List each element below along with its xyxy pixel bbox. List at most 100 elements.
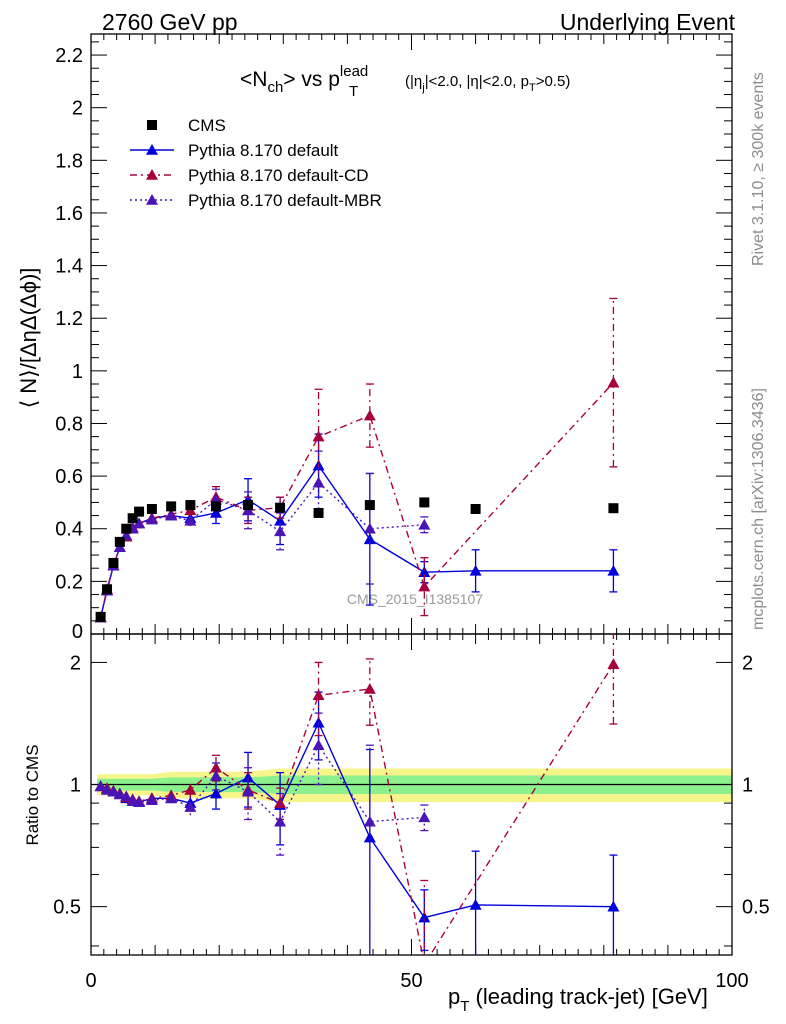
data-point-cd xyxy=(607,376,620,388)
ratio-point-default xyxy=(469,898,482,910)
data-point-cd xyxy=(418,580,431,592)
y-tick-label: 2.2 xyxy=(55,45,83,67)
ratio-panel-series xyxy=(94,634,620,955)
y-tick-label: 0.2 xyxy=(55,571,83,593)
cms-data-point xyxy=(364,500,375,511)
ratio-band xyxy=(91,768,732,803)
ratio-point-default xyxy=(312,716,325,728)
legend-marker-default xyxy=(146,144,158,155)
ratio-point-default xyxy=(209,787,222,799)
cms-data-point xyxy=(127,513,138,524)
main-panel-series xyxy=(94,297,620,623)
ratio-point-default xyxy=(418,911,431,923)
cms-data-point xyxy=(210,501,221,512)
legend-label: CMS xyxy=(188,116,226,135)
y-tick-label: 1.4 xyxy=(55,256,83,278)
ratio-point-cd xyxy=(184,783,197,795)
y-tick-label: 1.2 xyxy=(55,308,83,330)
data-point-mbr xyxy=(145,513,158,525)
ratio-point-mbr xyxy=(133,796,146,807)
cms-data-point xyxy=(470,504,481,514)
ratio-y-axis-label: Ratio to CMS xyxy=(23,744,42,845)
legend: CMS Pythia 8.170 default Pythia 8.170 defa… xyxy=(130,116,382,210)
cms-data-point xyxy=(313,507,324,518)
rivet-label: Rivet 3.1.10, ≥ 300k events xyxy=(750,72,767,266)
cms-data-point xyxy=(134,506,145,517)
ratio-point-mbr xyxy=(120,790,133,802)
ratio-point-mbr xyxy=(107,785,120,797)
y-tick-label: 1.6 xyxy=(55,203,83,225)
x-axis-label: pT (leading track-jet) [GeV] xyxy=(448,984,708,1015)
data-point-mbr xyxy=(312,476,325,488)
y-tick-label: 1 xyxy=(72,361,83,383)
legend-marker-cms xyxy=(147,120,157,130)
data-point-cd xyxy=(312,430,325,442)
ratio-line-cd xyxy=(100,663,615,955)
ratio-point-mbr xyxy=(242,785,255,797)
ratio-point-mbr xyxy=(94,780,107,792)
ratio-point-cd xyxy=(209,761,222,773)
ratio-tick-label-right: 1 xyxy=(742,775,753,797)
series-line-cd xyxy=(99,382,614,618)
legend-label: Pythia 8.170 default xyxy=(188,141,339,160)
cms-data-point xyxy=(102,584,113,595)
ratio-point-mbr xyxy=(274,815,287,827)
ratio-point-mbr xyxy=(312,739,325,751)
ticks: 0 50 100 0 0.2 0.4 0.6 0.8 1 1.2 1.4 1.6 1.8 2 2.2 0.5 0… xyxy=(53,34,770,992)
cms-data-point xyxy=(95,611,106,622)
data-point-mbr xyxy=(184,514,197,526)
ratio-point-mbr xyxy=(184,801,197,812)
ratio-point-default xyxy=(607,900,620,912)
cms-data-point xyxy=(419,497,430,508)
ratio-tick-label-right: 0.5 xyxy=(742,897,770,919)
cms-data-point xyxy=(243,500,254,511)
mcplots-label: mcplots.cern.ch [arXiv:1306.3436] xyxy=(750,388,767,630)
legend-marker-mbr xyxy=(146,194,158,205)
data-point-mbr xyxy=(133,517,146,529)
y-tick-label: 0.4 xyxy=(55,519,83,541)
ratio-tick-label-left: 0.5 xyxy=(53,897,81,919)
legend-label: Pythia 8.170 default-MBR xyxy=(188,191,382,210)
data-point-mbr xyxy=(418,518,431,530)
ratio-tick-label-right: 2 xyxy=(742,652,753,674)
cms-data-point xyxy=(114,536,125,547)
data-point-mbr xyxy=(274,525,287,537)
y-tick-label: 2 xyxy=(72,98,83,120)
data-point-default xyxy=(607,564,620,576)
chart-title-p-sub: T xyxy=(349,83,358,100)
ratio-point-cd xyxy=(312,689,325,701)
data-point-mbr xyxy=(363,522,376,534)
cms-data-point xyxy=(275,502,286,513)
ratio-point-mbr xyxy=(209,769,222,781)
legend-marker-cd xyxy=(146,169,158,180)
watermark: CMS_2015_I1385107 xyxy=(347,591,483,607)
ratio-line-default xyxy=(100,721,614,919)
cms-data-point xyxy=(185,500,196,511)
x-tick-label: 0 xyxy=(85,970,96,992)
cms-data-point xyxy=(146,504,157,514)
y-tick-label: 1.8 xyxy=(55,150,83,172)
ratio-point-mbr xyxy=(145,794,158,805)
y-tick-label: 0 xyxy=(72,621,83,643)
ratio-point-cd xyxy=(274,797,287,808)
ratio-point-mbr xyxy=(418,811,431,823)
ratio-point-default xyxy=(242,771,255,783)
y-tick-label: 0.8 xyxy=(55,413,83,435)
data-point-default xyxy=(418,566,431,577)
chart-title: <Nch> vs plead xyxy=(240,63,368,96)
x-tick-label: 50 xyxy=(400,970,422,992)
ratio-point-mbr xyxy=(363,815,376,827)
y-tick-label: 0.6 xyxy=(55,466,83,488)
legend-label: Pythia 8.170 default-CD xyxy=(188,166,369,185)
ratio-point-default xyxy=(363,831,376,843)
series-layer xyxy=(94,297,620,955)
ratio-point-mbr xyxy=(165,792,178,804)
header-right: Underlying Event xyxy=(560,9,736,35)
ratio-tick-label-left: 2 xyxy=(70,652,81,674)
cms-data-point xyxy=(121,523,132,534)
data-point-mbr xyxy=(165,509,178,521)
cms-data-point xyxy=(166,501,177,512)
chart-title-cuts: (|ηj|<2.0, |η|<2.0, pT>0.5) xyxy=(405,73,570,94)
x-tick-label: 100 xyxy=(715,970,748,992)
